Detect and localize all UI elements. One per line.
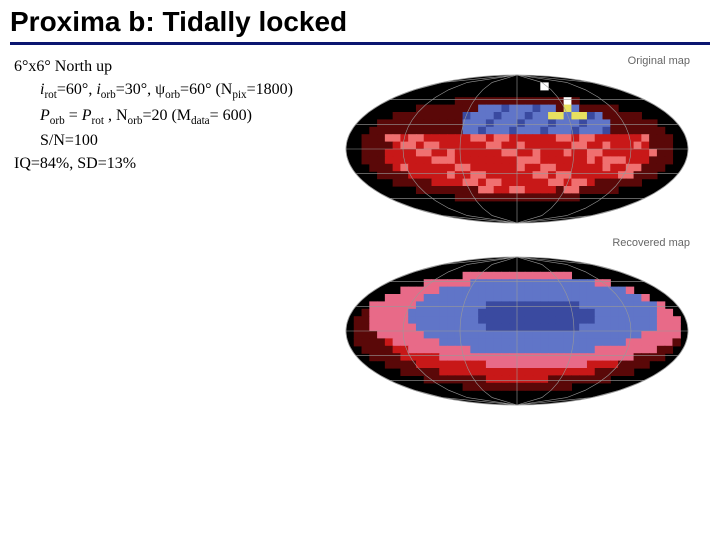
parameters-block: 6°x6° North up irot=60°, iorb=30°, ψorb=… [12, 55, 342, 175]
map-svg-original [342, 69, 692, 229]
sub: pix [232, 89, 246, 101]
param-line-3: Porb = Prot , Norb=20 (Mdata= 600) [12, 104, 342, 129]
sub: data [191, 115, 210, 127]
sub: rot [44, 89, 56, 101]
map-frame-original [342, 69, 692, 229]
sub: rot [92, 115, 104, 127]
map-label-original: Original map [342, 55, 702, 69]
maps-column: Original map Recovered map [342, 55, 702, 419]
map-label-recovered: Recovered map [342, 237, 702, 251]
sub: orb [101, 89, 116, 101]
sym-p: P [40, 107, 50, 124]
txt: , N [104, 107, 128, 124]
param-line-1: 6°x6° North up [12, 55, 342, 78]
txt: = [65, 107, 82, 124]
sym-p: P [82, 107, 92, 124]
title-underline [10, 42, 710, 45]
param-line-5: IQ=84%, SD=13% [12, 152, 342, 175]
txt: = 600) [210, 107, 252, 124]
map-frame-recovered [342, 251, 692, 411]
txt: =30°, [116, 81, 155, 98]
sub: orb [50, 115, 65, 127]
content-row: 6°x6° North up irot=60°, iorb=30°, ψorb=… [0, 49, 720, 419]
sym-psi: ψ [155, 81, 165, 98]
txt: =60°, [57, 81, 96, 98]
map-original: Original map [342, 55, 702, 229]
txt: =20 (M [142, 107, 191, 124]
txt: =60° (N [180, 81, 232, 98]
page-title: Proxima b: Tidally locked [10, 6, 710, 38]
param-line-4: S/N=100 [12, 129, 342, 152]
map-svg-recovered [342, 251, 692, 411]
txt: =1800) [247, 81, 293, 98]
param-line-2: irot=60°, iorb=30°, ψorb=60° (Npix=1800) [12, 78, 342, 103]
sub: orb [165, 89, 180, 101]
header: Proxima b: Tidally locked [0, 0, 720, 49]
map-recovered: Recovered map [342, 237, 702, 411]
sub: orb [128, 115, 143, 127]
